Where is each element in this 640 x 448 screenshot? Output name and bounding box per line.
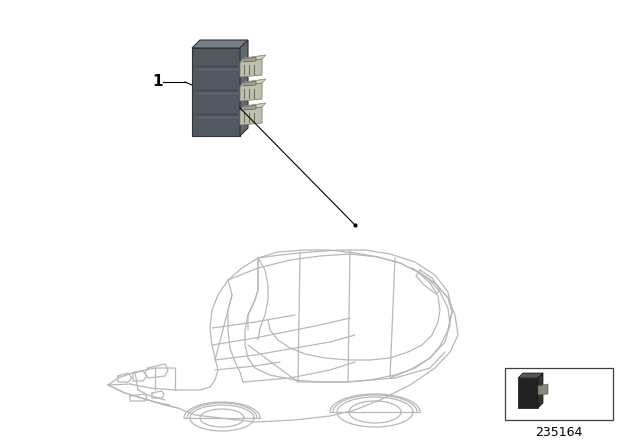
Polygon shape — [240, 107, 262, 125]
Polygon shape — [518, 373, 543, 378]
Polygon shape — [538, 384, 548, 395]
Polygon shape — [538, 373, 543, 408]
Polygon shape — [244, 105, 256, 110]
Text: 1: 1 — [153, 74, 163, 90]
Polygon shape — [240, 83, 262, 101]
Polygon shape — [240, 103, 266, 110]
Polygon shape — [240, 79, 266, 86]
Polygon shape — [240, 40, 248, 136]
Polygon shape — [240, 55, 266, 62]
Polygon shape — [244, 81, 256, 86]
Polygon shape — [240, 59, 262, 77]
Polygon shape — [518, 378, 538, 408]
Polygon shape — [244, 57, 256, 62]
Polygon shape — [192, 40, 248, 48]
Polygon shape — [192, 48, 240, 136]
Bar — [505, 368, 613, 420]
Text: 235164: 235164 — [535, 426, 582, 439]
